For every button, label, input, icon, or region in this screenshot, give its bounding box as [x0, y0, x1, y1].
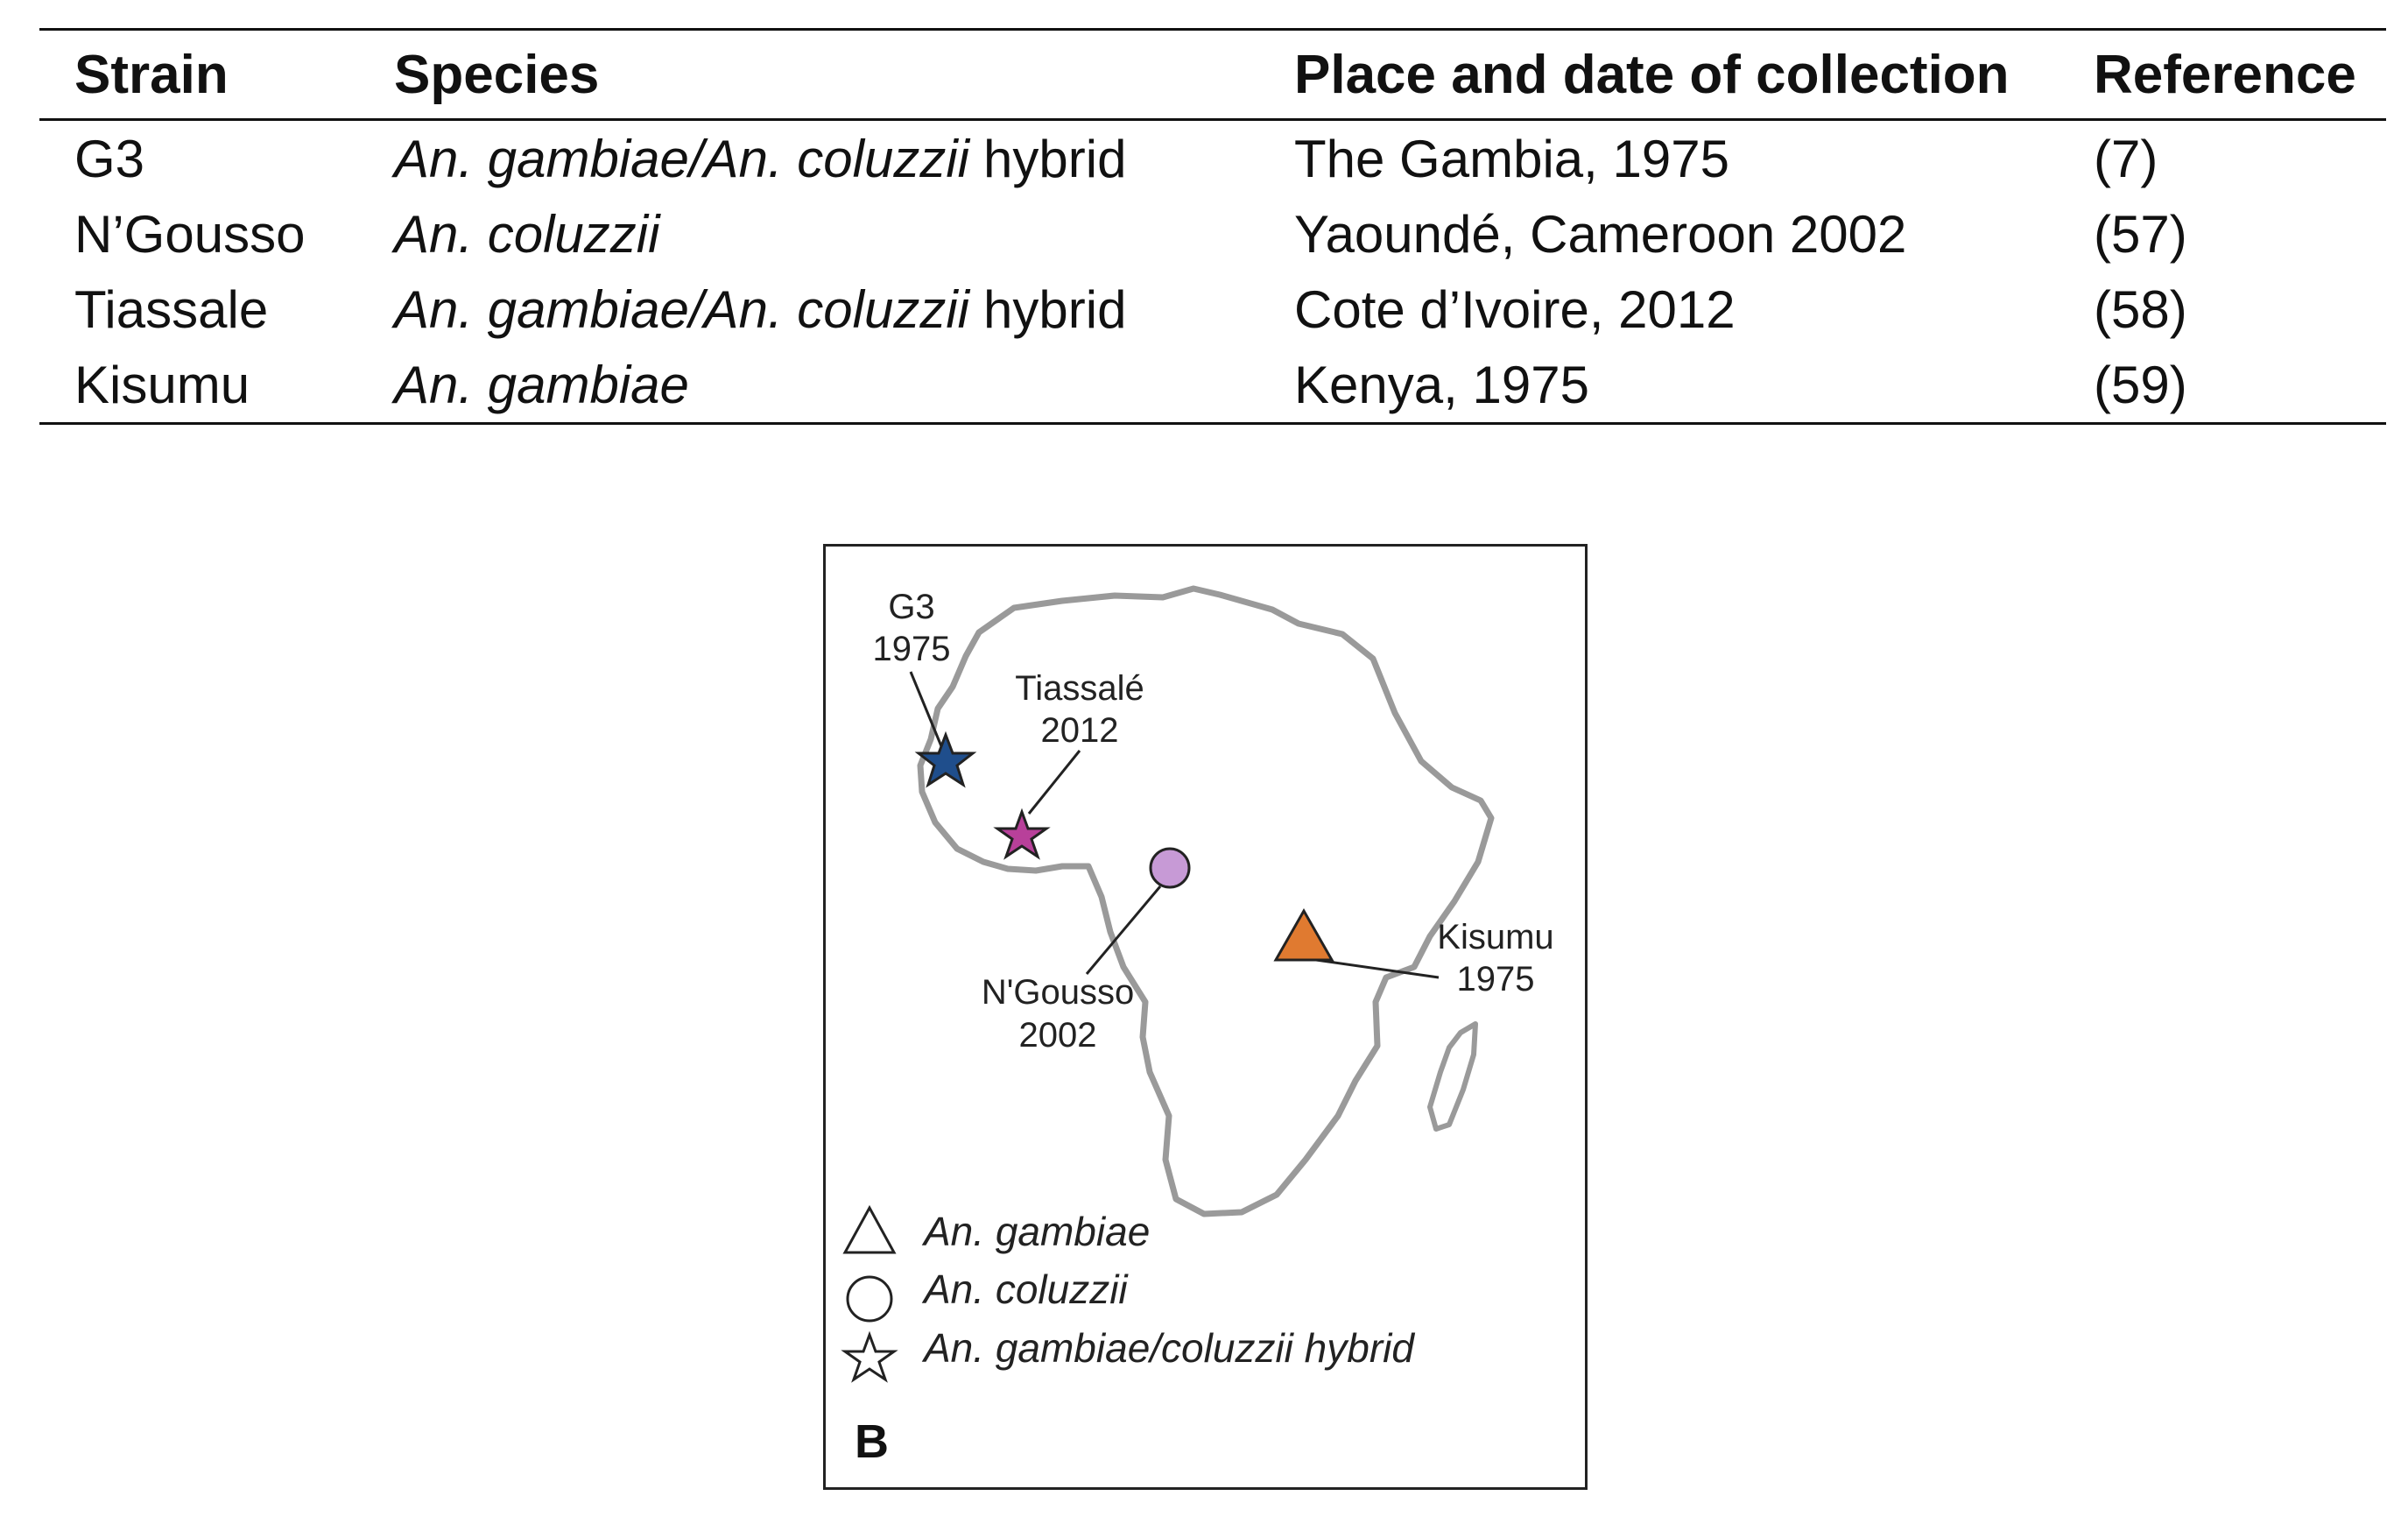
species-suffix: hybrid: [983, 129, 1127, 188]
ngousso-year: 2002: [1019, 1016, 1097, 1055]
place-cell: Cote d’Ivoire, 2012: [1294, 279, 1736, 339]
g3-leader-line: [909, 671, 943, 747]
place-cell: Kenya, 1975: [1294, 355, 1589, 414]
tiassale-label: Tiassalé: [1015, 669, 1144, 708]
kisumu-year: 1975: [1457, 960, 1535, 998]
place-cell: The Gambia, 1975: [1294, 129, 1729, 188]
table-row: Kisumu An. gambiae Kenya, 1975 (59): [39, 347, 2386, 422]
header-reference: Reference: [2094, 44, 2356, 105]
reference-cell: (57): [2094, 204, 2187, 264]
species-name: An. gambiae/An. coluzzii: [394, 129, 970, 188]
g3-year: 1975: [873, 630, 951, 668]
table-header-row: Strain Species Place and date of collect…: [39, 31, 2386, 121]
table-row: G3 An. gambiae/An. coluzzii hybrid The Ga…: [39, 121, 2386, 196]
kisumu-label: Kisumu: [1437, 918, 1553, 956]
strain-cell: G3: [74, 129, 145, 188]
legend-label-gambiae: An. gambiae: [921, 1209, 1150, 1254]
place-cell: Yaoundé, Cameroon 2002: [1294, 204, 1907, 264]
legend-label-hybrid: An. gambiae/coluzzii hybrid: [921, 1325, 1415, 1371]
g3-label: G3: [888, 588, 934, 626]
ngousso-circle-marker: [1149, 847, 1191, 889]
legend-triangle-icon: [842, 1204, 897, 1254]
tiassale-leader-line: [1027, 750, 1081, 815]
species-cell: An. gambiae/An. coluzzii hybrid: [394, 272, 1126, 347]
species-name: An. gambiae: [394, 355, 689, 414]
strain-cell: Kisumu: [74, 355, 250, 414]
africa-outline: [917, 585, 1495, 1217]
madagascar-outline: [1427, 1021, 1478, 1132]
species-name: An. gambiae/An. coluzzii: [394, 279, 970, 339]
africa-map: G3 1975 Tiassalé 2012 N'Gousso 2002 Kisu…: [841, 585, 1554, 1468]
header-place: Place and date of collection: [1294, 44, 2010, 105]
reference-cell: (7): [2094, 129, 2158, 188]
reference-cell: (59): [2094, 355, 2187, 414]
header-species: Species: [394, 44, 600, 105]
header-strain: Strain: [74, 44, 229, 105]
table-row: N’Gousso An. coluzzii Yaoundé, Cameroon …: [39, 196, 2386, 272]
strain-table: Strain Species Place and date of collect…: [39, 28, 2386, 425]
kisumu-triangle-marker: [1273, 907, 1334, 962]
g3-star-marker: [914, 730, 977, 788]
species-cell: An. gambiae: [394, 347, 703, 422]
reference-cell: (58): [2094, 279, 2187, 339]
species-cell: An. coluzzii: [394, 196, 673, 272]
legend-label-coluzzii: An. coluzzii: [921, 1266, 1129, 1312]
strain-cell: Tiassale: [74, 279, 269, 339]
species-cell: An. gambiae/An. coluzzii hybrid: [394, 121, 1126, 196]
panel-letter: B: [855, 1415, 889, 1468]
table-row: Tiassale An. gambiae/An. coluzzii hybrid …: [39, 272, 2386, 347]
collection-map-panel: G3 1975 Tiassalé 2012 N'Gousso 2002 Kisu…: [823, 544, 1588, 1490]
species-name: An. coluzzii: [394, 204, 660, 264]
ngousso-label: N'Gousso: [982, 973, 1134, 1012]
tiassale-year: 2012: [1041, 711, 1119, 750]
ngousso-leader-line: [1085, 885, 1162, 975]
kisumu-leader-line: [1315, 958, 1440, 979]
legend-star-icon: [841, 1330, 898, 1383]
species-suffix: hybrid: [983, 279, 1127, 339]
legend-circle-icon: [846, 1275, 893, 1323]
strain-cell: N’Gousso: [74, 204, 306, 264]
tiassale-star-marker: [993, 808, 1051, 860]
